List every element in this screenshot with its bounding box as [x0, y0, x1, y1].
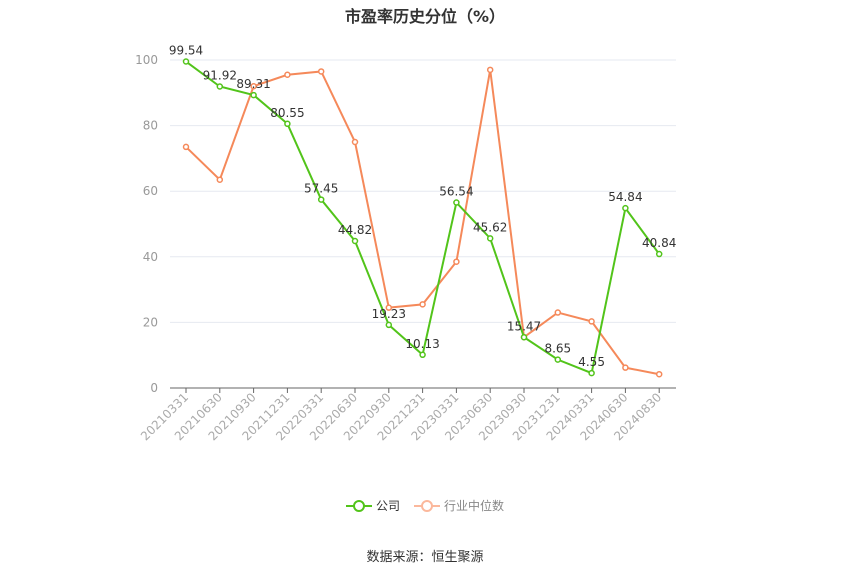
data-point	[655, 370, 663, 378]
data-label: 99.54	[169, 44, 203, 58]
y-tick-label: 80	[143, 119, 158, 133]
data-point	[419, 351, 426, 359]
data-point	[317, 68, 325, 75]
data-point	[655, 250, 663, 258]
y-tick-label: 40	[143, 250, 158, 264]
data-label: 45.62	[473, 220, 507, 234]
data-point	[351, 237, 359, 245]
series-line-1	[185, 69, 660, 376]
y-tick-label: 0	[150, 381, 158, 395]
data-point	[486, 66, 494, 74]
data-point	[182, 58, 190, 65]
data-point	[385, 321, 393, 329]
data-label: 15.47	[507, 319, 541, 333]
series-line-0	[185, 60, 661, 375]
data-point	[351, 138, 359, 146]
legend-item-company[interactable]: 公司	[345, 497, 400, 514]
data-label: 57.45	[304, 182, 338, 196]
data-point	[486, 235, 494, 242]
data-point	[216, 83, 224, 90]
legend: 公司 行业中位数	[0, 497, 850, 514]
data-point	[554, 356, 562, 363]
y-tick-label: 20	[143, 315, 158, 329]
legend-item-industry[interactable]: 行业中位数	[414, 497, 504, 514]
data-label: 10.13	[405, 337, 439, 351]
data-source: 数据来源：恒生聚源	[366, 550, 484, 565]
data-point	[317, 196, 325, 203]
data-point	[284, 120, 291, 128]
data-point	[182, 143, 190, 151]
data-point	[419, 301, 426, 308]
data-label: 80.55	[270, 106, 304, 120]
data-point	[250, 82, 257, 90]
y-tick-label: 60	[143, 184, 158, 198]
data-point	[622, 364, 629, 371]
data-point	[588, 369, 595, 377]
data-point	[520, 334, 528, 341]
data-label: 40.84	[642, 236, 676, 250]
data-point	[385, 304, 393, 311]
data-point	[453, 199, 460, 206]
data-label: 91.92	[203, 69, 237, 83]
data-label: 56.54	[439, 185, 473, 199]
data-point	[554, 309, 562, 316]
data-point	[250, 91, 257, 99]
data-label: 8.65	[544, 342, 571, 356]
data-label: 54.84	[608, 190, 642, 204]
data-point	[622, 204, 629, 212]
data-label: 4.55	[578, 355, 605, 369]
y-tick-label: 100	[135, 53, 158, 67]
data-label: 89.31	[236, 77, 270, 91]
legend-company-icon	[345, 499, 372, 512]
legend-label-industry: 行业中位数	[444, 499, 505, 513]
legend-label-company: 公司	[375, 499, 400, 513]
legend-industry-icon	[414, 499, 440, 512]
data-label: 44.82	[338, 223, 372, 237]
chart-title: 市盈率历史分位（%）	[344, 7, 506, 26]
data-point	[453, 258, 460, 265]
data-label: 19.23	[372, 307, 406, 321]
data-point	[588, 318, 595, 325]
data-point	[284, 71, 291, 79]
data-point	[216, 176, 224, 183]
